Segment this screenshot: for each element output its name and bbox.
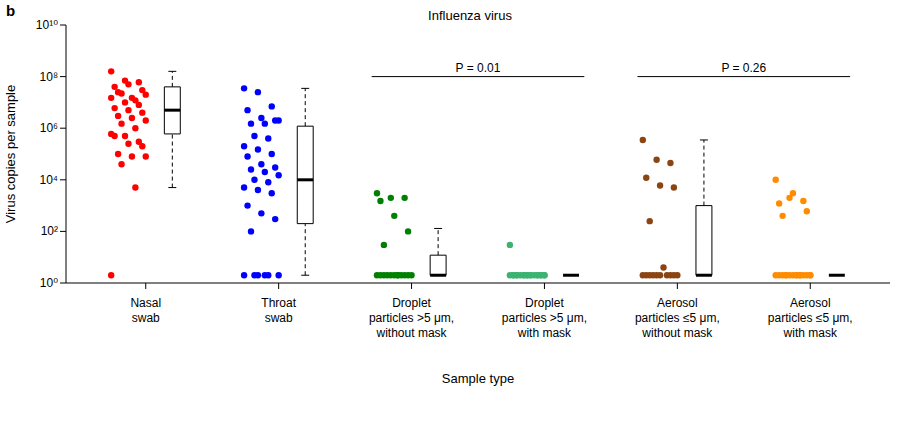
svg-text:Virus copies per sample: Virus copies per sample <box>8 85 18 224</box>
svg-text:Nasalswab: Nasalswab <box>130 296 161 325</box>
svg-text:P = 0.01: P = 0.01 <box>456 61 501 75</box>
svg-text:10²: 10² <box>41 224 58 238</box>
svg-text:Throatswab: Throatswab <box>261 296 296 325</box>
svg-text:10⁶: 10⁶ <box>40 121 58 135</box>
svg-text:10⁰: 10⁰ <box>40 276 58 290</box>
svg-text:Aerosolparticles ≤5 μm,without: Aerosolparticles ≤5 μm,without mask <box>635 296 720 340</box>
svg-text:10¹⁰: 10¹⁰ <box>36 18 58 32</box>
html-text:Influenza virus: Influenza virus <box>428 8 512 23</box>
svg-text:10⁴: 10⁴ <box>39 173 58 187</box>
svg-text:Aerosolparticles ≤5 μm,with ma: Aerosolparticles ≤5 μm,with mask <box>768 296 853 340</box>
svg-text:Dropletparticles >5 μm,without: Dropletparticles >5 μm,without mask <box>369 296 454 340</box>
svg-text:Sample type: Sample type <box>442 371 514 386</box>
svg-text:10⁸: 10⁸ <box>40 70 58 84</box>
html-text:b: b <box>6 2 16 19</box>
svg-text:P = 0.26: P = 0.26 <box>721 61 766 75</box>
svg-text:Dropletparticles >5 μm,with ma: Dropletparticles >5 μm,with mask <box>502 296 587 340</box>
